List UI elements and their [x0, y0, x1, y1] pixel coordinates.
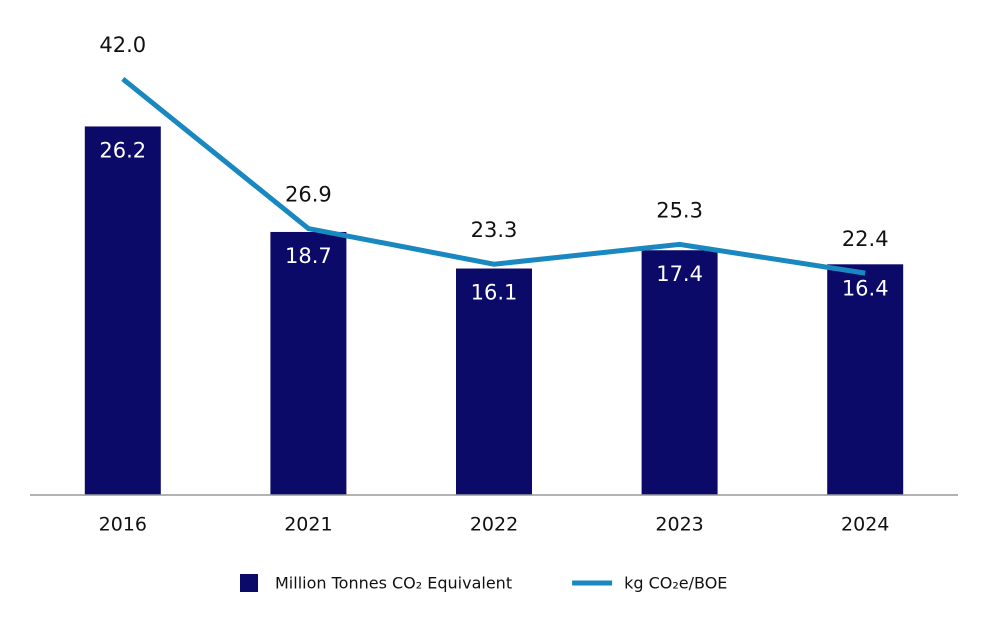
bar [84, 126, 161, 495]
line-label: 23.3 [471, 218, 518, 242]
legend-swatch [240, 574, 258, 592]
line-label: 25.3 [656, 198, 703, 222]
line [121, 76, 866, 276]
line-label: 26.9 [285, 183, 332, 207]
line-label: 22.4 [842, 227, 889, 251]
x-tick-label: 2022 [470, 514, 518, 536]
bar-label: 16.1 [471, 281, 518, 305]
bar [456, 268, 532, 495]
bar [270, 231, 347, 495]
bar-label: 17.4 [656, 262, 703, 286]
bar-label: 26.2 [99, 138, 146, 162]
line-label: 42.0 [99, 33, 146, 57]
bar [641, 250, 718, 495]
x-tick-label: 2024 [841, 514, 889, 536]
bar-label: 16.4 [842, 276, 889, 300]
legend-label: kg CO₂e/BOE [624, 574, 727, 593]
x-tick-label: 2023 [655, 514, 703, 536]
bar-label: 18.7 [285, 244, 332, 268]
bar [827, 264, 904, 495]
legend-label: Million Tonnes CO₂ Equivalent [275, 574, 512, 593]
x-tick-label: 2016 [99, 514, 147, 536]
x-tick-label: 2021 [284, 514, 332, 536]
